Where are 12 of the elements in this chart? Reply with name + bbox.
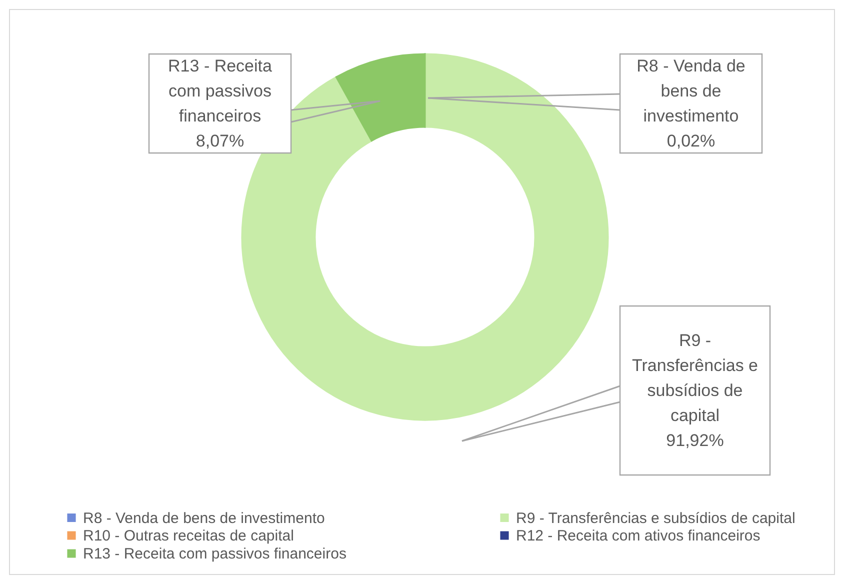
- slice-label: R13 - Receita com passivos financeiros: [168, 56, 273, 126]
- legend-label: R13 - Receita com passivos financeiros: [83, 546, 346, 562]
- legend-label: R10 - Outras receitas de capital: [83, 528, 294, 544]
- slice-label: R8 - Venda de bens de investimento: [636, 56, 746, 126]
- legend-label: R9 - Transferências e subsídios de capital: [516, 510, 796, 527]
- legend-label: R8 - Venda de bens de investimento: [83, 510, 325, 527]
- donut-slice: [335, 53, 426, 142]
- legend-label: R12 - Receita com ativos financeiros: [516, 528, 760, 544]
- data-label: 8,07%: [196, 132, 244, 150]
- slice-label: R9 - Transferências e subsídios de capital: [632, 331, 758, 425]
- data-label: 91,92%: [666, 431, 724, 450]
- data-label: 0,02%: [666, 132, 716, 150]
